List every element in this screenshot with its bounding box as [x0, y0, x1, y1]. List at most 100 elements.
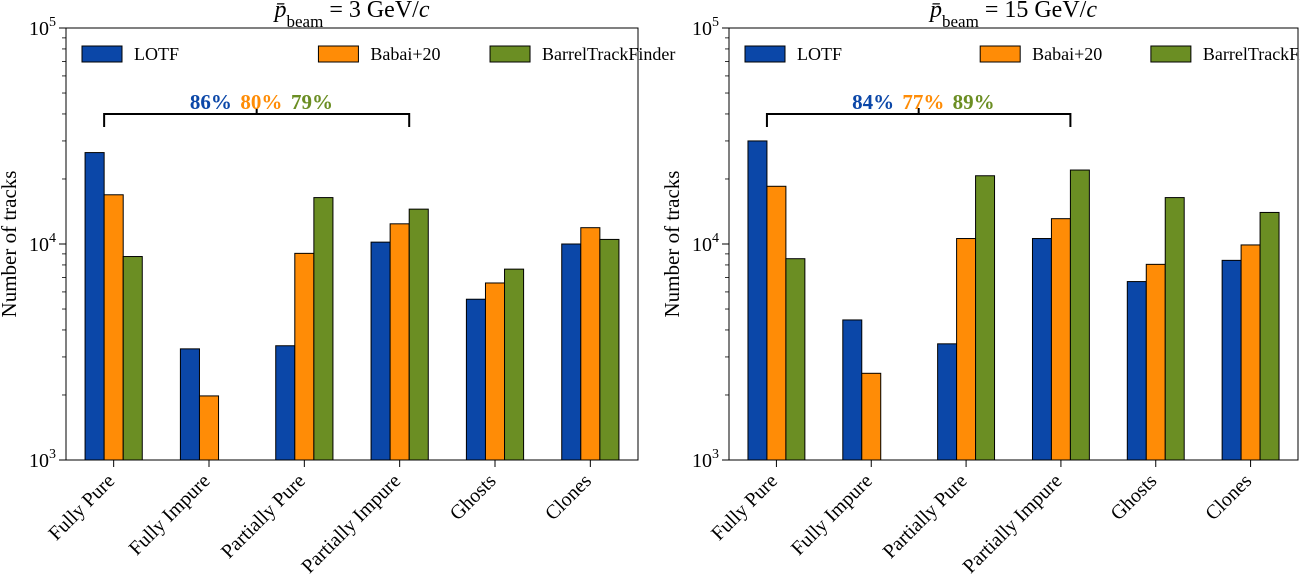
legend-swatch [744, 45, 786, 63]
x-tick-label: Partially Impure [959, 470, 1067, 578]
bar-lotf-clones [561, 243, 582, 461]
bar-lotf-partially-impure [370, 241, 391, 461]
y-axis-label: Number of tracks [660, 171, 684, 318]
title-unit-italic: c [1086, 0, 1097, 23]
x-tick-label: Partially Impure [297, 470, 405, 578]
legend-label: Babai+20 [1032, 44, 1102, 64]
x-tick-label: Partially Pure [217, 470, 310, 563]
bar-lotf-fully-impure [842, 319, 863, 461]
legend-label: LOTF [797, 44, 842, 64]
bar-babai-20-fully-pure [766, 185, 787, 461]
x-tick-label: Fully Impure [787, 470, 877, 560]
title-text: = 15 GeV/ [979, 0, 1087, 23]
bar-babai-20-fully-pure [103, 194, 124, 461]
bar-lotf-partially-pure [275, 345, 296, 461]
title-symbol: p̄ [928, 0, 942, 23]
bar-barreltrackfinder-partially-impure [1069, 169, 1090, 461]
legend-swatch [1150, 45, 1192, 63]
bar-barreltrackfinder-partially-pure [975, 175, 996, 461]
y-tick-exponent: 3 [712, 447, 719, 462]
legend-label: BarrelTrackFinder [542, 44, 675, 64]
efficiency-label: 79% [291, 90, 333, 114]
bar-lotf-fully-pure [84, 152, 105, 461]
bar-babai-20-clones [1240, 244, 1261, 461]
legend-label: Babai+20 [370, 44, 440, 64]
y-tick-exponent: 5 [712, 15, 719, 30]
bar-babai-20-fully-impure [861, 372, 882, 461]
x-tick-label: Fully Impure [125, 470, 215, 560]
chart-title: p̄beam = 3 GeV/c [272, 0, 429, 31]
y-tick-exponent: 4 [712, 231, 719, 246]
x-tick-label: Ghosts [446, 470, 501, 525]
chart-title: p̄beam = 15 GeV/c [928, 0, 1097, 31]
y-tick-label: 104 [692, 231, 719, 256]
y-axis-label: Number of tracks [0, 171, 21, 318]
bar-barreltrackfinder-fully-pure [785, 258, 806, 461]
bar-barreltrackfinder-partially-pure [313, 197, 334, 461]
bar-babai-20-partially-impure [1050, 218, 1071, 461]
title-unit-italic: c [419, 0, 430, 23]
y-tick-label: 103 [29, 447, 56, 472]
y-tick-base: 10 [692, 234, 712, 256]
bar-lotf-fully-pure [747, 140, 768, 461]
y-tick-label: 105 [692, 15, 719, 40]
efficiency-label: 89% [953, 90, 995, 114]
efficiency-bracket [765, 113, 1072, 127]
y-tick-base: 10 [692, 18, 712, 40]
bar-babai-20-ghosts [484, 282, 506, 461]
x-tick-label: Fully Pure [44, 470, 119, 545]
bar-babai-20-partially-impure [389, 223, 410, 461]
bar-barreltrackfinder-fully-pure [122, 256, 143, 461]
plot-frame [65, 27, 639, 461]
bar-barreltrackfinder-ghosts [1164, 197, 1185, 461]
bar-babai-20-fully-impure [198, 395, 220, 461]
title-subscript: beam [942, 12, 979, 31]
bar-lotf-fully-impure [179, 348, 200, 461]
efficiency-bracket [103, 113, 411, 127]
y-tick-base: 10 [29, 450, 49, 472]
y-tick-base: 10 [29, 234, 49, 256]
bar-babai-20-partially-pure [956, 238, 977, 461]
bar-babai-20-partially-pure [294, 252, 315, 461]
y-tick-base: 10 [692, 450, 712, 472]
y-tick-base: 10 [29, 18, 49, 40]
legend-swatch [81, 45, 123, 63]
bar-babai-20-clones [580, 227, 601, 461]
y-tick-label: 104 [29, 231, 56, 256]
bar-lotf-ghosts [465, 298, 486, 461]
legend-label: LOTF [134, 44, 179, 64]
x-tick-label: Fully Pure [707, 470, 782, 545]
efficiency-label: 84% [852, 90, 894, 114]
x-tick-label: Partially Pure [879, 470, 972, 563]
bar-barreltrackfinder-clones [599, 238, 620, 461]
legend-swatch [979, 45, 1021, 63]
bar-barreltrackfinder-ghosts [504, 268, 525, 461]
bar-lotf-ghosts [1126, 281, 1147, 461]
plot-frame [728, 27, 1299, 461]
legend-label: BarrelTrackFinder [1203, 44, 1300, 64]
title-symbol: p̄ [272, 0, 286, 23]
title-text: = 3 GeV/ [323, 0, 419, 23]
y-tick-exponent: 4 [49, 231, 56, 246]
bar-barreltrackfinder-clones [1259, 211, 1280, 461]
x-tick-label: Clones [1201, 470, 1256, 525]
y-tick-exponent: 5 [49, 15, 56, 30]
bar-lotf-partially-impure [1031, 238, 1052, 461]
efficiency-label: 77% [902, 90, 944, 114]
bar-barreltrackfinder-partially-impure [408, 208, 429, 461]
y-tick-label: 103 [692, 447, 719, 472]
x-tick-label: Clones [541, 470, 596, 525]
efficiency-label: 86% [190, 90, 232, 114]
title-subscript: beam [286, 12, 323, 31]
y-tick-exponent: 3 [49, 447, 56, 462]
legend-swatch [489, 45, 531, 63]
y-tick-label: 105 [29, 15, 56, 40]
bar-babai-20-ghosts [1145, 263, 1166, 461]
x-tick-label: Ghosts [1106, 470, 1161, 525]
legend-swatch [317, 45, 359, 63]
bar-lotf-clones [1221, 259, 1242, 461]
bar-lotf-partially-pure [937, 343, 958, 461]
